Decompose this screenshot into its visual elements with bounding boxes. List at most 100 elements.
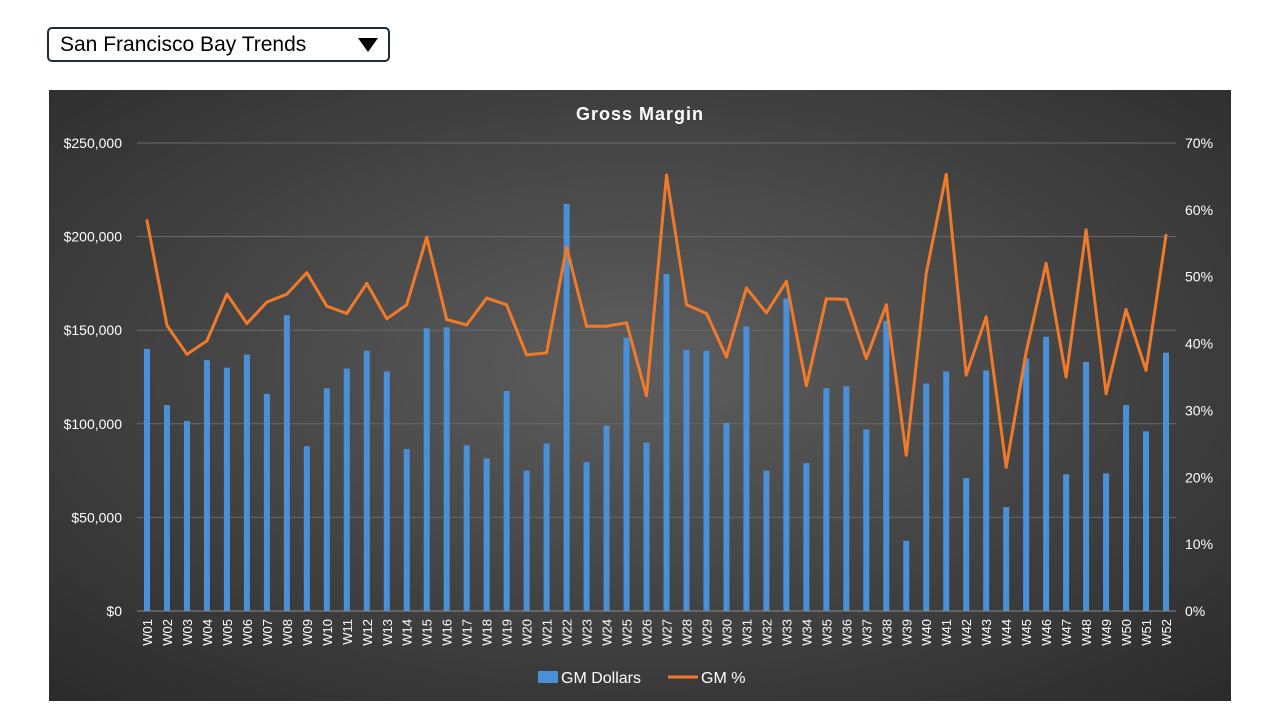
gm-percent-line [145, 172, 1168, 469]
bar-W29 [703, 350, 710, 611]
bar-W44 [1003, 507, 1010, 611]
line-point-W01 [145, 219, 149, 223]
x-tick-label: W34 [799, 619, 814, 646]
line-point-W35 [824, 297, 828, 301]
x-tick-label: W52 [1159, 619, 1174, 646]
x-tick-label: W50 [1119, 619, 1134, 646]
line-point-W13 [385, 317, 389, 321]
line-point-W45 [1024, 350, 1028, 354]
bar-W17 [463, 445, 470, 611]
x-tick-label: W33 [779, 619, 794, 646]
y-axis-right: 0% 10% 20% 30% 40% 50% 60% 70% [1185, 135, 1213, 619]
bar-W38 [883, 320, 890, 611]
bar-W05 [223, 367, 230, 611]
bar-W12 [363, 350, 370, 611]
bar-W01 [143, 348, 150, 611]
x-tick-label: W43 [979, 619, 994, 646]
x-tick-label: W30 [719, 619, 734, 646]
bar-W31 [743, 326, 750, 611]
dropdown-selected-value: San Francisco Bay Trends [60, 32, 307, 56]
x-tick-label: W12 [360, 619, 375, 646]
line-point-W32 [764, 311, 768, 315]
x-tick-label: W44 [999, 619, 1014, 646]
bar-W13 [383, 371, 390, 611]
line-point-W14 [405, 303, 409, 307]
line-point-W41 [944, 172, 948, 176]
x-tick-label: W35 [819, 619, 834, 646]
bar-W35 [823, 388, 830, 611]
bar-W52 [1163, 352, 1170, 611]
bar-W02 [163, 405, 170, 611]
line-point-W22 [565, 245, 569, 249]
line-point-W26 [645, 394, 649, 398]
line-point-W23 [585, 324, 589, 328]
x-tick-label: W02 [160, 619, 175, 646]
x-tick-label: W14 [400, 619, 415, 646]
bar-W26 [643, 442, 650, 611]
line-point-W51 [1144, 368, 1148, 372]
line-point-W02 [165, 324, 169, 328]
x-tick-label: W28 [680, 619, 695, 646]
x-tick-label: W04 [200, 619, 215, 646]
x-tick-label: W22 [560, 619, 575, 646]
x-tick-label: W51 [1139, 619, 1154, 646]
line-point-W04 [205, 339, 209, 343]
chart-title: Gross Margin [576, 104, 704, 124]
bar-W23 [583, 462, 590, 611]
gross-margin-chart: Gross Margin $0 $50,000 $100,000 $150,000 $2… [49, 90, 1231, 701]
line-point-W44 [1004, 465, 1008, 469]
x-tick-label: W16 [440, 619, 455, 646]
x-tick-label: W17 [460, 619, 475, 646]
y2-tick-label: 30% [1185, 402, 1213, 418]
x-tick-label: W15 [420, 619, 435, 646]
bar-W11 [343, 368, 350, 611]
bar-W50 [1123, 405, 1130, 611]
line-point-W48 [1084, 228, 1088, 232]
line-point-W09 [305, 271, 309, 275]
line-point-W33 [784, 279, 788, 283]
line-point-W03 [185, 352, 189, 356]
y2-tick-label: 40% [1185, 336, 1213, 352]
legend-label-gm-percent: GM % [701, 670, 745, 687]
line-point-W10 [325, 304, 329, 308]
legend: GM Dollars GM % [538, 670, 745, 687]
bar-W27 [663, 274, 670, 611]
line-point-W27 [664, 173, 668, 177]
bar-W03 [183, 420, 190, 611]
line-point-W43 [984, 315, 988, 319]
bar-W24 [603, 425, 610, 611]
bar-W20 [523, 470, 530, 611]
gm-percent-series-line [145, 172, 1168, 469]
bar-W45 [1023, 358, 1030, 611]
bar-W40 [923, 383, 930, 611]
line-point-W36 [844, 297, 848, 301]
x-tick-label: W47 [1059, 619, 1074, 646]
line-point-W11 [345, 311, 349, 315]
x-tick-label: W45 [1019, 619, 1034, 646]
chart-svg: Gross Margin $0 $50,000 $100,000 $150,000 $2… [49, 90, 1231, 701]
y2-tick-label: 50% [1185, 269, 1213, 285]
x-tick-label: W01 [140, 619, 155, 646]
line-point-W16 [445, 318, 449, 322]
bar-W28 [683, 349, 690, 611]
x-tick-label: W18 [480, 619, 495, 646]
gm-dollars-bars [143, 203, 1170, 611]
x-tick-label: W42 [959, 619, 974, 646]
region-dropdown[interactable]: San Francisco Bay Trends [47, 27, 390, 62]
bar-W37 [863, 429, 870, 611]
line-point-W19 [505, 303, 509, 307]
x-tick-label: W13 [380, 619, 395, 646]
line-point-W37 [864, 356, 868, 360]
triangle-down-icon[interactable] [358, 37, 378, 52]
y-axis-left: $0 $50,000 $100,000 $150,000 $200,000 $250,00… [64, 135, 123, 619]
line-point-W24 [605, 324, 609, 328]
line-point-W17 [465, 323, 469, 327]
y-tick-label: $100,000 [64, 416, 123, 432]
bar-W18 [483, 458, 490, 611]
x-tick-label: W24 [600, 619, 615, 646]
bar-W51 [1143, 431, 1150, 611]
bar-W41 [943, 371, 950, 611]
y2-tick-label: 70% [1185, 135, 1213, 151]
line-point-W07 [265, 300, 269, 304]
x-tick-label: W20 [520, 619, 535, 646]
